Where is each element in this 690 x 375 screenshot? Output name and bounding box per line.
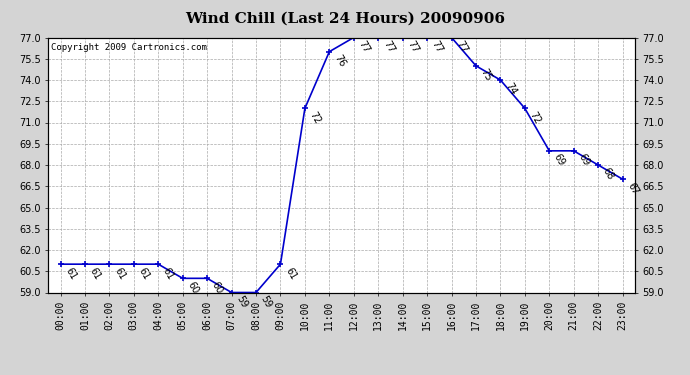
Text: 61: 61 <box>137 266 151 281</box>
Text: Wind Chill (Last 24 Hours) 20090906: Wind Chill (Last 24 Hours) 20090906 <box>185 11 505 25</box>
Text: 67: 67 <box>625 180 640 196</box>
Text: Copyright 2009 Cartronics.com: Copyright 2009 Cartronics.com <box>51 43 207 52</box>
Text: 61: 61 <box>112 266 127 281</box>
Text: 61: 61 <box>88 266 103 281</box>
Text: 60: 60 <box>210 280 225 296</box>
Text: 75: 75 <box>479 67 493 83</box>
Text: 77: 77 <box>454 39 469 55</box>
Text: 74: 74 <box>503 81 518 97</box>
Text: 61: 61 <box>63 266 78 281</box>
Text: 77: 77 <box>381 39 396 55</box>
Text: 72: 72 <box>528 110 542 126</box>
Text: 76: 76 <box>332 53 347 69</box>
Text: 77: 77 <box>430 39 445 55</box>
Text: 59: 59 <box>259 294 274 310</box>
Text: 68: 68 <box>601 166 615 182</box>
Text: 72: 72 <box>308 110 323 126</box>
Text: 69: 69 <box>576 152 591 168</box>
Text: 77: 77 <box>406 39 420 55</box>
Text: 59: 59 <box>235 294 249 310</box>
Text: 69: 69 <box>552 152 566 168</box>
Text: 60: 60 <box>186 280 200 296</box>
Text: 61: 61 <box>161 266 176 281</box>
Text: 61: 61 <box>283 266 298 281</box>
Text: 77: 77 <box>357 39 371 55</box>
